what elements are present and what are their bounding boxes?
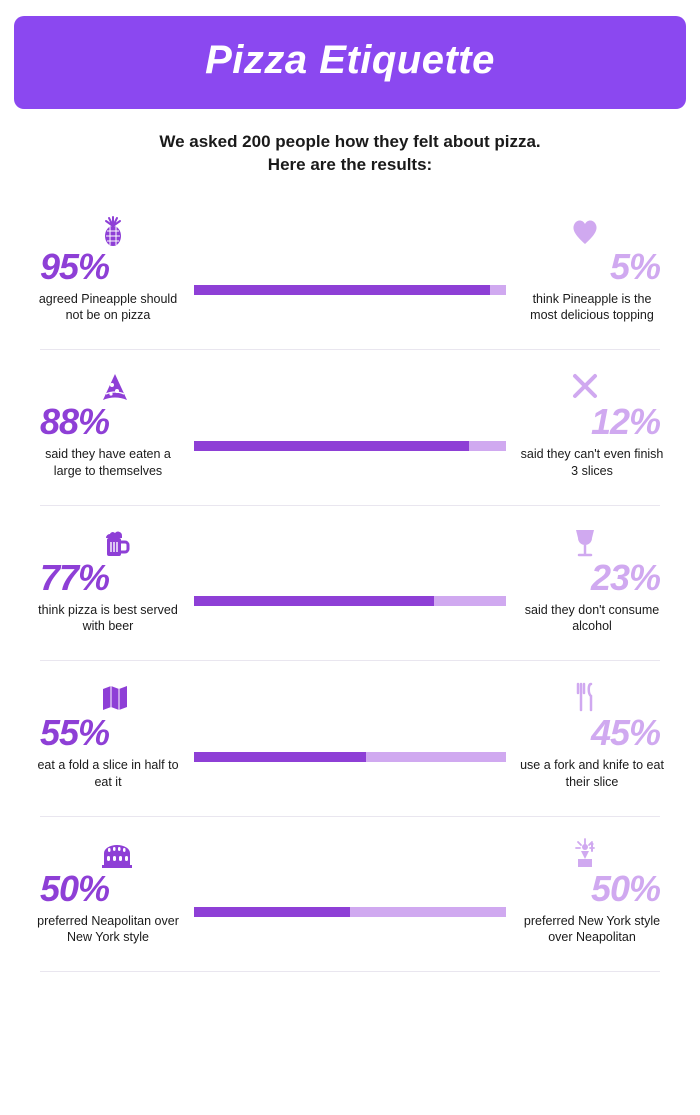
stat-bar-fill: [194, 752, 366, 762]
header-banner: Pizza Etiquette: [14, 16, 686, 109]
subtitle-line2: Here are the results:: [268, 155, 432, 174]
stat-right-percent: 12%: [591, 404, 660, 440]
stat-right: 5% think Pineapple is the most delicious…: [520, 213, 660, 324]
stat-left-desc: preferred Neapolitan over New York style: [36, 913, 180, 946]
stat-bar-fill: [194, 441, 469, 451]
subtitle: We asked 200 people how they felt about …: [14, 131, 686, 177]
stat-left-percent: 55%: [40, 715, 109, 751]
pineapple-icon: [98, 213, 132, 247]
stat-left-percent: 95%: [40, 249, 109, 285]
subtitle-line1: We asked 200 people how they felt about …: [159, 132, 540, 151]
stat-left: 55% eat a fold a slice in half to eat it: [40, 679, 180, 790]
stat-bar: [194, 441, 506, 451]
stat-row: 88% said they have eaten a large to them…: [40, 350, 660, 506]
stat-left: 88% said they have eaten a large to them…: [40, 368, 180, 479]
stat-right: 12% said they can't even finish 3 slices: [520, 368, 660, 479]
stat-left-desc: think pizza is best served with beer: [36, 602, 180, 635]
stat-right-percent: 5%: [610, 249, 660, 285]
stat-left-percent: 77%: [40, 560, 109, 596]
stat-bar: [194, 752, 506, 762]
stat-bar-fill: [194, 907, 350, 917]
wineglass-icon: [568, 524, 602, 558]
stat-right-percent: 50%: [591, 871, 660, 907]
stat-right-desc: preferred New York style over Neapolitan: [520, 913, 664, 946]
stat-left-percent: 50%: [40, 871, 109, 907]
stat-left-desc: eat a fold a slice in half to eat it: [36, 757, 180, 790]
stat-left: 50% preferred Neapolitan over New York s…: [40, 835, 180, 946]
liberty-icon: [568, 835, 602, 869]
stat-right-percent: 45%: [591, 715, 660, 751]
stat-row: 95% agreed Pineapple should not be on pi…: [40, 195, 660, 351]
stat-rows: 95% agreed Pineapple should not be on pi…: [14, 195, 686, 973]
stat-left-desc: agreed Pineapple should not be on pizza: [36, 291, 180, 324]
stat-row: 55% eat a fold a slice in half to eat it…: [40, 661, 660, 817]
pizza-slice-icon: [98, 368, 132, 402]
stat-right-desc: said they don't consume alcohol: [520, 602, 664, 635]
stat-bar: [194, 285, 506, 295]
utensils-icon: [568, 679, 602, 713]
heart-icon: [568, 213, 602, 247]
stat-bar: [194, 907, 506, 917]
stat-left-percent: 88%: [40, 404, 109, 440]
stat-right-percent: 23%: [591, 560, 660, 596]
stat-left: 77% think pizza is best served with beer: [40, 524, 180, 635]
stat-bar-fill: [194, 285, 490, 295]
stat-left-desc: said they have eaten a large to themselv…: [36, 446, 180, 479]
stat-bar-fill: [194, 596, 434, 606]
stat-right: 23% said they don't consume alcohol: [520, 524, 660, 635]
stat-right: 45% use a fork and knife to eat their sl…: [520, 679, 660, 790]
stat-right: 50% preferred New York style over Neapol…: [520, 835, 660, 946]
beer-icon: [98, 524, 132, 558]
stat-row: 77% think pizza is best served with beer…: [40, 506, 660, 662]
colosseum-icon: [98, 835, 132, 869]
stat-row: 50% preferred Neapolitan over New York s…: [40, 817, 660, 973]
x-icon: [568, 368, 602, 402]
stat-bar: [194, 596, 506, 606]
page-title: Pizza Etiquette: [14, 38, 686, 83]
stat-right-desc: use a fork and knife to eat their slice: [520, 757, 664, 790]
stat-right-desc: think Pineapple is the most delicious to…: [520, 291, 664, 324]
map-icon: [98, 679, 132, 713]
stat-right-desc: said they can't even finish 3 slices: [520, 446, 664, 479]
stat-left: 95% agreed Pineapple should not be on pi…: [40, 213, 180, 324]
